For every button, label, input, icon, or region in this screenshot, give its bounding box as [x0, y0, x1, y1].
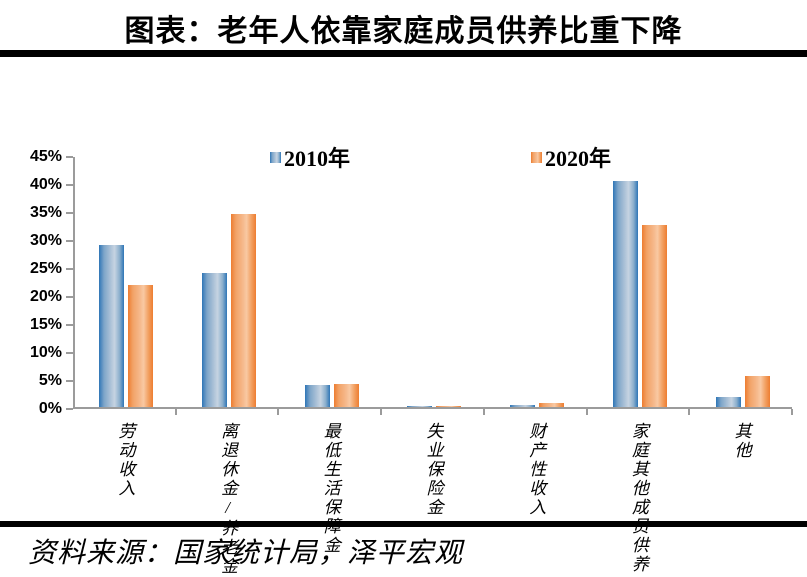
- bar-group-4: [486, 157, 589, 407]
- bar-2020年-最低生活保障金: [333, 383, 359, 407]
- x-label-4: 财产性收入: [526, 422, 546, 517]
- x-label-6: 其他: [731, 422, 751, 460]
- bar-group-3: [383, 157, 486, 407]
- x-tick-mark: [791, 409, 793, 415]
- bar-group-1: [178, 157, 281, 407]
- bar-2020年-财产性收入: [539, 402, 565, 407]
- legend-swatch-2020年: [531, 151, 542, 163]
- y-tick-label: 5%: [38, 372, 62, 389]
- x-tick-mark: [482, 409, 485, 415]
- y-tick-mark: [66, 268, 73, 270]
- y-tick-label: 40%: [29, 176, 62, 193]
- bar-2010年-财产性收入: [510, 404, 536, 407]
- y-tick-mark: [66, 324, 73, 326]
- legend-entry-2020年: 2020年: [531, 144, 612, 171]
- chart-title: 图表：老年人依靠家庭成员供养比重下降: [124, 15, 683, 48]
- legend-label-2010年: 2010年: [284, 146, 351, 171]
- x-tick-mark: [585, 409, 588, 415]
- plot-area: [73, 157, 792, 409]
- bar-2010年-失业保险金: [407, 406, 433, 407]
- y-tick-mark: [66, 240, 73, 242]
- bar-group-5: [589, 157, 692, 407]
- x-label-3: 失业保险金: [423, 422, 443, 517]
- y-tick-label: 20%: [29, 288, 62, 305]
- bar-2020年-家庭其他成员供养: [641, 225, 667, 407]
- bar-2010年-最低生活保障金: [304, 385, 330, 407]
- x-label-5: 家庭其他成员供养: [628, 422, 648, 574]
- x-label-0: 劳动收入: [115, 422, 135, 498]
- source-note: 资料来源：国家统计局，泽平宏观: [28, 538, 464, 569]
- y-tick-label: 25%: [29, 260, 62, 277]
- y-tick-mark: [66, 212, 73, 214]
- bar-group-2: [280, 157, 383, 407]
- x-label-1: 离退休金/养老金: [218, 422, 238, 576]
- x-tick-mark: [174, 409, 177, 415]
- y-tick-mark: [66, 296, 73, 298]
- y-tick-label: 35%: [29, 204, 62, 221]
- y-tick-label: 15%: [29, 316, 62, 333]
- top-divider: [0, 50, 807, 57]
- x-tick-mark: [380, 409, 383, 415]
- legend-entry-2010年: 2010年: [270, 144, 351, 171]
- bottom-divider: [0, 521, 807, 527]
- legend-label-2020年: 2020年: [545, 146, 612, 171]
- bar-group-0: [75, 157, 178, 407]
- y-tick-mark: [66, 184, 73, 186]
- y-tick-label: 30%: [29, 232, 62, 249]
- bar-chart: 2010年 2020年 0% 5% 10% 15% 20% 25% 30% 35% 40% 45% …: [0, 60, 807, 576]
- y-tick-mark: [66, 352, 73, 354]
- x-tick-mark: [277, 409, 280, 415]
- x-tick-mark: [688, 409, 691, 415]
- chart-legend: 2010年 2020年: [0, 144, 807, 171]
- y-tick-mark: [66, 408, 73, 410]
- bar-2020年-失业保险金: [436, 406, 462, 407]
- bar-2020年-劳动收入: [128, 285, 154, 407]
- y-tick-label: 0%: [38, 400, 62, 417]
- bar-2020年-其他: [744, 376, 770, 407]
- bar-group-6: [691, 157, 794, 407]
- bar-2020年-离退休金/养老金: [231, 214, 257, 407]
- y-tick-label: 10%: [29, 344, 62, 361]
- y-tick-label: 45%: [29, 148, 62, 165]
- y-tick-mark: [66, 156, 73, 158]
- bar-2010年-家庭其他成员供养: [612, 180, 638, 407]
- y-tick-mark: [66, 380, 73, 382]
- bar-2010年-其他: [715, 397, 741, 407]
- legend-swatch-2010年: [270, 151, 281, 163]
- bar-2010年-劳动收入: [99, 245, 125, 407]
- bar-2010年-离退休金/养老金: [202, 273, 228, 407]
